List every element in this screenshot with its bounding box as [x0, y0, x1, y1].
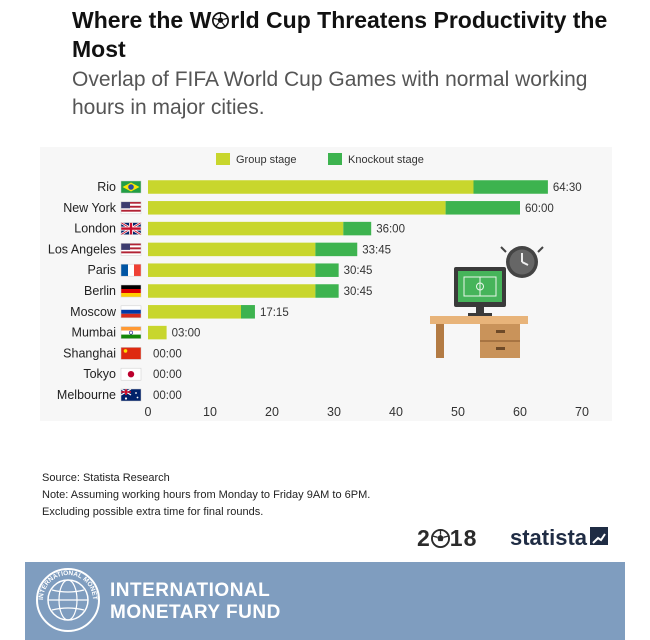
australia-flag-icon	[120, 388, 142, 402]
legend-label: Knockout stage	[348, 154, 424, 166]
france-flag-icon	[120, 263, 142, 277]
title-part-1: Where the W	[72, 7, 212, 33]
brazil-flag-icon	[120, 180, 142, 194]
x-tick-label: 30	[327, 405, 341, 419]
imf-name-line-1: INTERNATIONAL	[110, 580, 271, 601]
russia-flag-icon	[120, 305, 142, 319]
note-text-2: Excluding possible extra time for final …	[42, 506, 264, 518]
china-flag-icon	[120, 347, 142, 360]
world-cup-2018-logo: 2 18	[417, 525, 477, 552]
value-label: 30:45	[344, 286, 373, 298]
value-label: 64:30	[553, 182, 582, 194]
year-part-1: 2	[417, 525, 431, 551]
category-label: Tokyo	[83, 367, 116, 381]
bar-group-stage	[148, 242, 316, 257]
x-axis-ticks: 0 10 20 30 40 50 60 70	[145, 405, 589, 419]
category-label: Shanghai	[63, 346, 116, 360]
seal-lettering: INTERNATIONAL MONETARY FUND	[35, 567, 98, 600]
value-label: 00:00	[153, 390, 182, 402]
x-tick-label: 50	[451, 405, 465, 419]
bar-knockout-stage	[241, 305, 255, 319]
imf-name-line-2: MONETARY FUND	[110, 602, 281, 623]
bar-group-stage	[148, 221, 344, 236]
category-label: Rio	[97, 180, 116, 194]
year-part-2: 18	[449, 525, 478, 551]
flag-icons	[120, 180, 142, 402]
germany-flag-icon	[120, 284, 142, 298]
bar-knockout-stage	[315, 284, 339, 298]
soccer-ball-icon	[430, 529, 450, 548]
bar-group-stage	[148, 201, 446, 215]
imf-name: INTERNATIONAL MONETARY FUND	[110, 580, 281, 624]
category-label: Melbourne	[57, 388, 116, 402]
value-label: 17:15	[260, 307, 289, 319]
statista-wordmark: statista	[510, 525, 588, 550]
chart-subtitle: Overlap of FIFA World Cup Games with nor…	[72, 68, 588, 119]
legend: Group stage Knockout stage	[216, 153, 424, 166]
soccer-ball-icon	[212, 12, 230, 29]
bar-knockout-stage	[315, 263, 339, 277]
category-label: Mumbai	[72, 326, 116, 340]
clock-icon	[500, 246, 544, 278]
source-notes: Source: Statista Research Note: Assuming…	[42, 470, 370, 521]
bar-group-stage	[148, 325, 167, 340]
category-label: New York	[63, 201, 117, 215]
category-label: Moscow	[70, 305, 117, 319]
x-tick-label: 0	[145, 405, 152, 419]
bar-group-stage	[148, 180, 474, 194]
value-label: 30:45	[344, 265, 373, 277]
category-label: Paris	[88, 263, 116, 277]
legend-label: Group stage	[236, 154, 297, 166]
value-label: 00:00	[153, 348, 182, 360]
x-tick-label: 10	[203, 405, 217, 419]
category-label: Los Angeles	[48, 242, 116, 256]
category-label: London	[74, 222, 116, 236]
bar-knockout-stage	[445, 201, 520, 215]
japan-flag-icon	[120, 367, 142, 381]
value-label: 00:00	[153, 369, 182, 381]
x-tick-label: 70	[575, 405, 589, 419]
imf-banner: INTERNATIONAL MONETARY FUND INTERNATIONA…	[25, 562, 625, 640]
india-flag-icon	[120, 326, 142, 339]
note-text-1: Note: Assuming working hours from Monday…	[42, 489, 371, 501]
value-label: 60:00	[525, 203, 554, 215]
title-part-2: rld Cup Threatens Productivity the Most	[72, 7, 608, 62]
uk-flag-icon	[120, 221, 142, 236]
bar-chart: Group stage Knockout stage Rio New York Lon…	[48, 153, 589, 419]
bars	[148, 180, 548, 340]
x-tick-label: 60	[513, 405, 527, 419]
desk-monitor-illustration	[430, 267, 528, 358]
usa-flag-icon	[120, 201, 142, 215]
value-label: 33:45	[362, 244, 391, 256]
bar-group-stage	[148, 284, 316, 298]
bar-knockout-stage	[343, 221, 372, 236]
bar-knockout-stage	[315, 242, 358, 257]
svg-text:INTERNATIONAL MONETARY FUND: INTERNATIONAL MONETARY FUND	[35, 567, 98, 600]
legend-swatch	[328, 153, 342, 165]
value-labels: 64:30 60:00 36:00 33:45 30:45 30:45 17:15 03:00…	[153, 182, 582, 402]
x-tick-label: 20	[265, 405, 279, 419]
bar-group-stage	[148, 263, 316, 277]
chart-panel: Group stage Knockout stage Rio New York Lon…	[40, 147, 612, 421]
legend-swatch	[216, 153, 230, 165]
value-label: 36:00	[376, 224, 405, 236]
statista-mark-icon	[590, 527, 609, 545]
value-label: 03:00	[172, 328, 201, 340]
x-tick-label: 40	[389, 405, 403, 419]
imf-seal-icon: INTERNATIONAL MONETARY FUND	[35, 567, 100, 632]
bar-knockout-stage	[473, 180, 548, 194]
source-text: Source: Statista Research	[42, 472, 170, 484]
category-label: Berlin	[84, 284, 116, 298]
bar-group-stage	[148, 305, 241, 319]
usa-flag-icon	[120, 243, 142, 256]
statista-logo: statista	[510, 525, 609, 551]
category-labels: Rio New York London Los Angeles Paris Berlin M…	[48, 180, 117, 402]
